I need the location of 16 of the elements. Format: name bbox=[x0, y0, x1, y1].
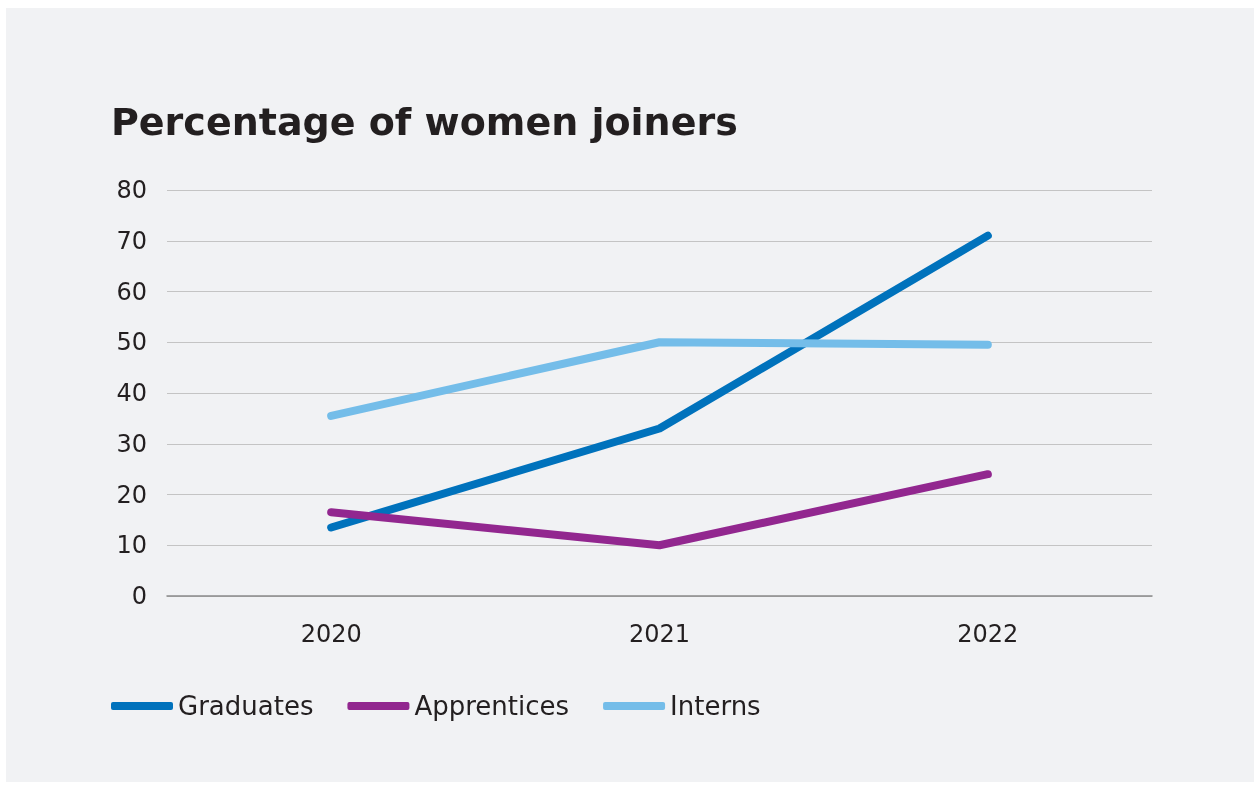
y-tick-label: 80 bbox=[116, 176, 147, 204]
y-tick-label: 30 bbox=[116, 429, 147, 458]
legend-label: Apprentices bbox=[414, 691, 570, 721]
y-tick-label: 20 bbox=[116, 480, 147, 509]
x-tick-label: 2022 bbox=[957, 620, 1019, 648]
y-tick-label: 50 bbox=[116, 328, 147, 357]
x-tick-label: 2021 bbox=[628, 620, 691, 648]
y-tick-label: 0 bbox=[131, 582, 147, 610]
y-tick-label: 10 bbox=[116, 531, 147, 560]
x-tick-label: 2020 bbox=[300, 620, 362, 648]
legend-label: Graduates bbox=[178, 691, 314, 721]
y-tick-label: 40 bbox=[116, 379, 147, 407]
chart-title: Percentage of women joiners bbox=[111, 100, 738, 144]
y-tick-label: 60 bbox=[116, 277, 147, 306]
legend-label: Interns bbox=[670, 691, 761, 721]
y-tick-label: 70 bbox=[116, 226, 147, 255]
